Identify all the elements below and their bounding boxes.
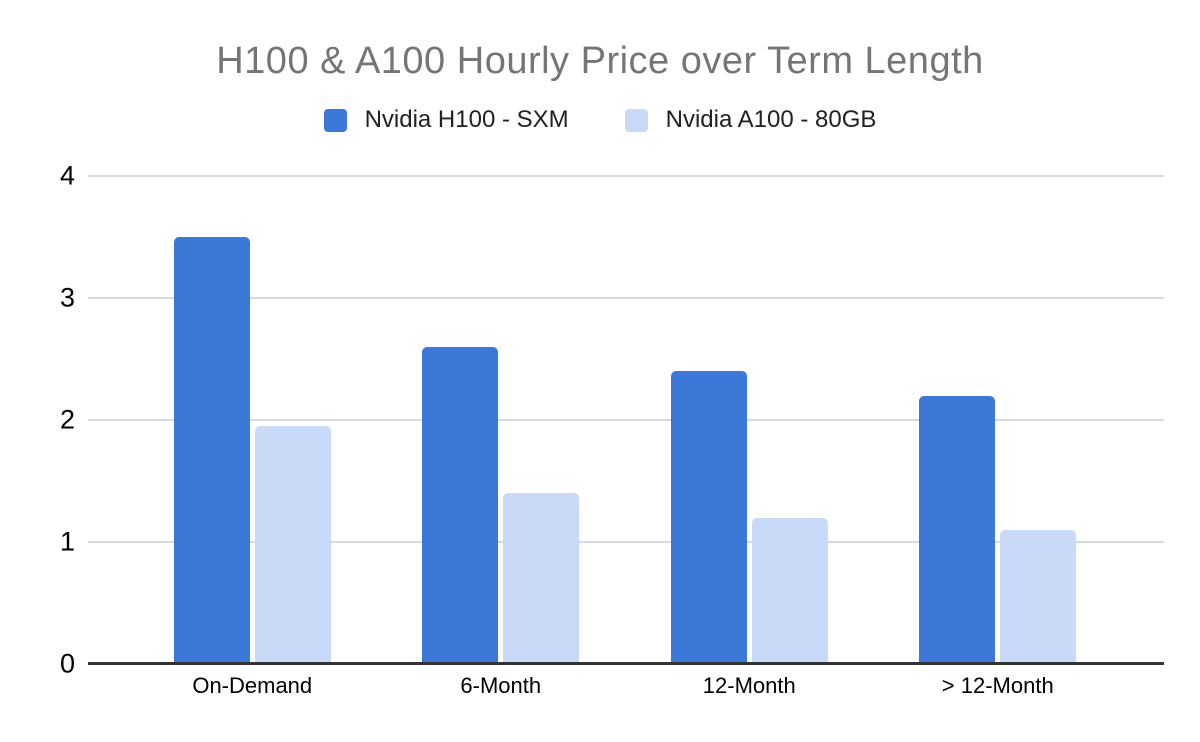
y-tick-label-4: 4 — [59, 160, 75, 191]
x-tick-label-6-month: 6-Month — [460, 673, 542, 698]
y-tick-label-1: 1 — [59, 526, 75, 557]
legend-label: Nvidia A100 - 80GB — [665, 106, 877, 133]
legend-item-nvidia-h100-sxm: Nvidia H100 - SXM — [323, 106, 569, 134]
bar-nvidia-a100-80gb-on-demand — [254, 426, 331, 664]
legend-item-nvidia-a100-80gb: Nvidia A100 - 80GB — [624, 106, 877, 134]
x-tick-label-on-demand: On-Demand — [192, 673, 313, 698]
bar-nvidia-a100-80gb-12-month — [751, 517, 828, 664]
bar-group-on-demand — [128, 176, 377, 664]
legend-swatch-icon — [624, 108, 648, 132]
x-tick-label-12-month: 12-Month — [702, 673, 796, 698]
legend-swatch-icon — [323, 108, 347, 132]
legend-label: Nvidia H100 - SXM — [364, 106, 569, 133]
y-tick-label-3: 3 — [59, 282, 75, 313]
y-tick-label-0: 0 — [59, 648, 75, 679]
y-tick-label-2: 2 — [59, 404, 75, 435]
bar-nvidia-h100-sxm-on-demand — [173, 237, 250, 664]
x-axis-labels: On-Demand 6-Month 12-Month > 12-Month — [88, 673, 1164, 699]
bar-group-12-month — [625, 176, 874, 664]
gridline-y4 — [88, 175, 1164, 177]
x-tick-label-12-month: > 12-Month — [941, 673, 1054, 698]
bar-nvidia-a100-80gb-6-month — [503, 493, 580, 664]
bar-nvidia-h100-sxm-12-month — [919, 395, 996, 664]
chart-title: H100 & A100 Hourly Price over Term Lengt… — [216, 40, 984, 82]
bar-group-6-month — [377, 176, 626, 664]
legend: Nvidia H100 - SXM Nvidia A100 - 80GB — [0, 106, 1200, 134]
bar-nvidia-a100-80gb-12-month — [1000, 529, 1077, 664]
bar-nvidia-h100-sxm-6-month — [422, 346, 499, 664]
gridline-y2 — [88, 419, 1164, 421]
plot-area: 0 1 2 3 4 — [60, 161, 1164, 679]
bar-nvidia-h100-sxm-12-month — [670, 371, 747, 664]
x-axis-line — [88, 662, 1164, 665]
bar-groups — [88, 176, 1164, 664]
bar-group-12-month — [874, 176, 1123, 664]
gridline-y1 — [88, 541, 1164, 543]
gridline-y3 — [88, 297, 1164, 299]
